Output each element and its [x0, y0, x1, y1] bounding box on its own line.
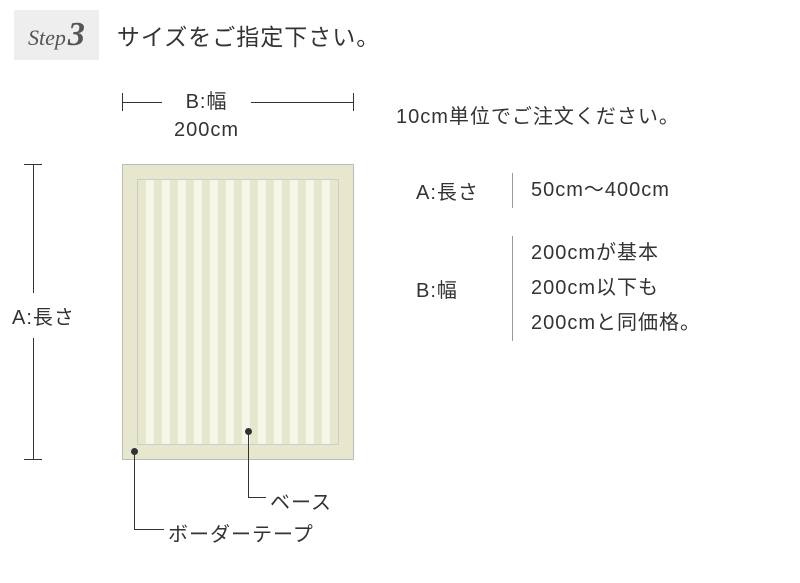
step-number: 3 [68, 16, 85, 54]
pointer-border-v [134, 452, 135, 530]
spec-value: 50cm〜400cm [531, 173, 670, 208]
order-note: 10cm単位でご注文ください。 [396, 100, 786, 129]
height-label: A:長さ [12, 293, 75, 338]
content: B:幅 200cm A:長さ ベース ボーダーテープ 10cm単位でご注文くださ… [0, 60, 800, 558]
page-title: サイズをご指定下さい。 [117, 18, 380, 52]
pointer-border-h [134, 529, 164, 530]
width-label-name: B:幅 [186, 91, 228, 113]
header: Step 3 サイズをご指定下さい。 [0, 0, 800, 60]
spec-value: 200cmが基本200cm以下も200cmと同価格。 [531, 236, 701, 341]
pointer-base-h [248, 497, 266, 498]
step-text: Step [28, 25, 66, 51]
diagram-area: B:幅 200cm A:長さ ベース ボーダーテープ [14, 88, 374, 558]
spec-divider [512, 236, 513, 341]
specs-area: 10cm単位でご注文ください。 A:長さ 50cm〜400cm B:幅 200c… [374, 88, 786, 558]
pointer-base-v [248, 432, 249, 498]
spec-row-length: A:長さ 50cm〜400cm [396, 173, 786, 208]
rug-stripes [137, 179, 339, 445]
spec-label: A:長さ [416, 176, 506, 205]
step-badge: Step 3 [14, 10, 99, 60]
callout-border: ボーダーテープ [168, 518, 314, 547]
spec-divider [512, 173, 513, 208]
width-label-value: 200cm [174, 119, 239, 141]
spec-row-width: B:幅 200cmが基本200cm以下も200cmと同価格。 [396, 236, 786, 341]
rug-outline [122, 164, 354, 460]
width-label: B:幅 200cm [162, 88, 251, 144]
spec-label: B:幅 [416, 274, 506, 303]
callout-base: ベース [270, 486, 332, 515]
